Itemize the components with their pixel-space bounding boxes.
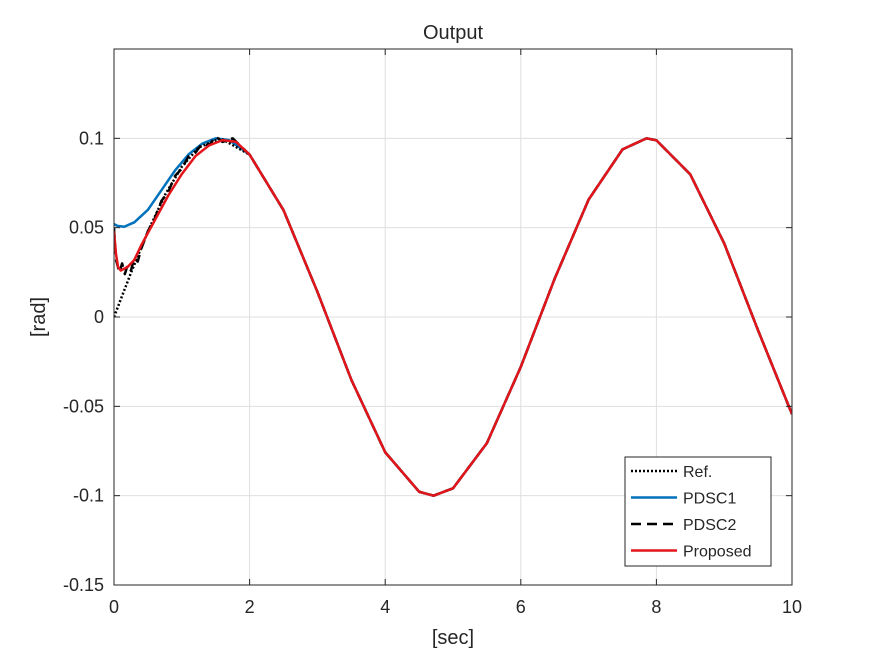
- series-line-proposed: [114, 137, 792, 497]
- x-axis-label: [sec]: [432, 627, 474, 649]
- y-tick-label: -0.15: [63, 575, 104, 595]
- x-tick-label: 4: [380, 597, 390, 617]
- legend: Ref. PDSC1 PDSC2 Proposed: [624, 456, 772, 567]
- legend-label: Ref.: [683, 464, 712, 481]
- x-tick-label: 2: [245, 597, 255, 617]
- series-layer: [114, 135, 792, 497]
- x-tick-label: 6: [516, 597, 526, 617]
- y-tick-label: 0.1: [79, 128, 104, 148]
- y-tick-label: -0.1: [73, 486, 104, 506]
- y-tick-label: 0.05: [69, 218, 104, 238]
- legend-label: PDSC1: [683, 491, 736, 508]
- y-axis-label: [rad]: [28, 297, 50, 337]
- x-tick-label: 10: [782, 597, 802, 617]
- legend-label: PDSC2: [683, 517, 736, 534]
- x-tick-label: 8: [651, 597, 661, 617]
- x-tick-label: 0: [109, 597, 119, 617]
- legend-label: Proposed: [683, 544, 752, 561]
- chart-title: Output: [423, 22, 483, 44]
- y-tick-label: -0.05: [63, 396, 104, 416]
- y-tick-label: 0: [94, 307, 104, 327]
- legend-box: [624, 456, 772, 567]
- ticks: 0 2 4 6 8 10 -0.15 -0.1 -0.05 0 0.05 0.1: [63, 49, 802, 617]
